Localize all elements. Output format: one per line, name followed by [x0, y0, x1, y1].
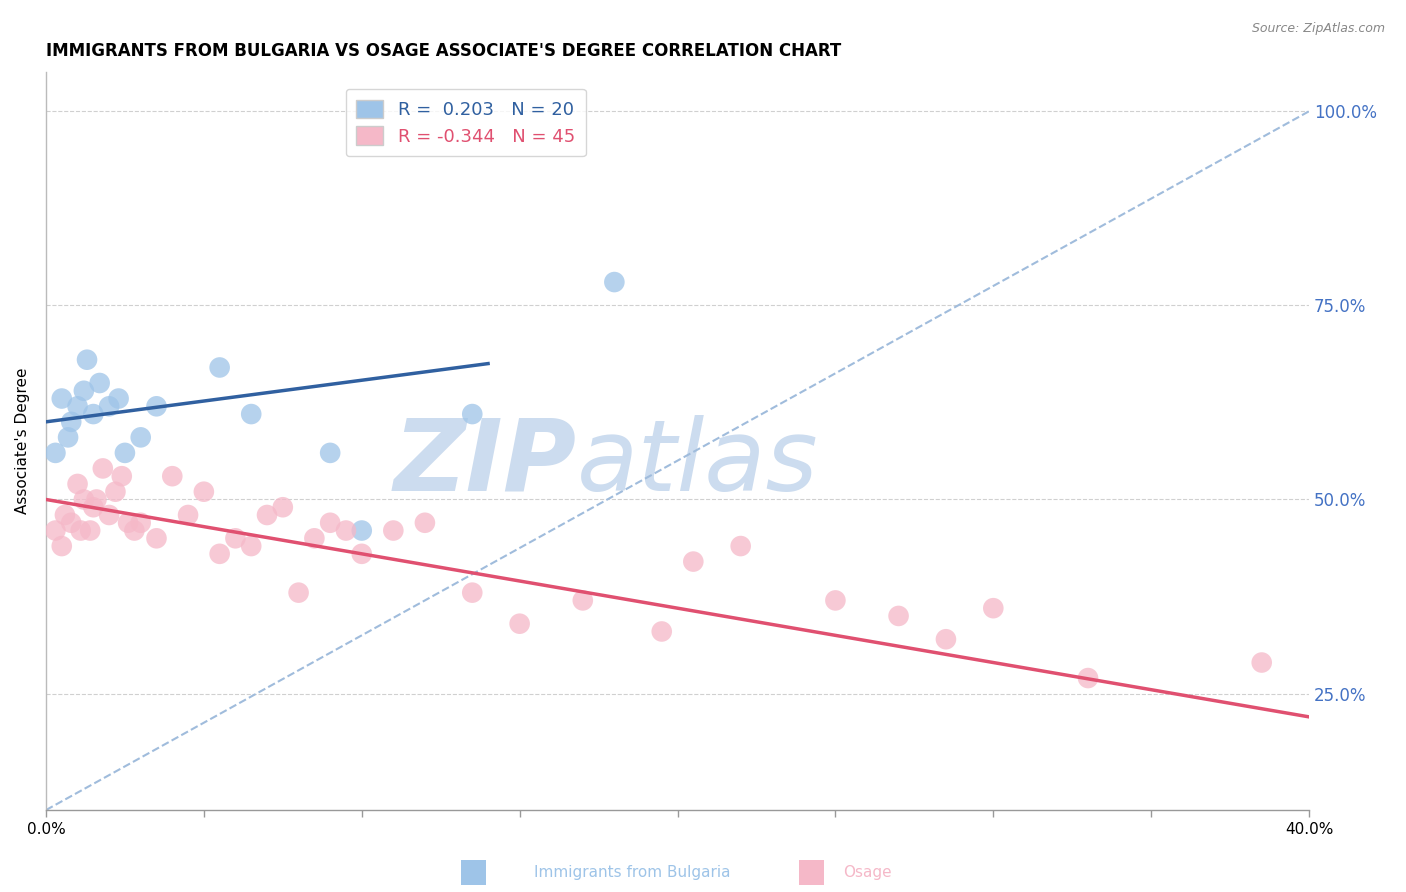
Text: IMMIGRANTS FROM BULGARIA VS OSAGE ASSOCIATE'S DEGREE CORRELATION CHART: IMMIGRANTS FROM BULGARIA VS OSAGE ASSOCI…	[46, 42, 841, 60]
Point	[60, 415, 83, 429]
Text: Immigrants from Bulgaria: Immigrants from Bulgaria	[534, 865, 731, 880]
Point	[51, 539, 73, 553]
Point	[60, 516, 83, 530]
Point	[208, 547, 231, 561]
Y-axis label: Associate's Degree: Associate's Degree	[15, 368, 30, 515]
Point	[66, 477, 89, 491]
Point	[82, 500, 104, 515]
Point	[79, 524, 101, 538]
Point	[319, 446, 342, 460]
Point	[935, 632, 957, 647]
Point	[461, 407, 484, 421]
Point	[73, 492, 96, 507]
Point	[208, 360, 231, 375]
Point	[224, 531, 246, 545]
Point	[44, 524, 66, 538]
Point	[287, 585, 309, 599]
Point	[114, 446, 136, 460]
Point	[350, 524, 373, 538]
Point	[145, 531, 167, 545]
Point	[981, 601, 1004, 615]
Point	[111, 469, 134, 483]
Point	[256, 508, 278, 522]
Point	[51, 392, 73, 406]
Point	[1077, 671, 1099, 685]
Point	[824, 593, 846, 607]
Point	[461, 585, 484, 599]
Text: Source: ZipAtlas.com: Source: ZipAtlas.com	[1251, 22, 1385, 36]
Point	[89, 376, 111, 390]
Point	[682, 555, 704, 569]
Point	[98, 399, 121, 413]
Point	[98, 508, 121, 522]
Point	[66, 399, 89, 413]
Text: Osage: Osage	[844, 865, 893, 880]
Point	[117, 516, 139, 530]
Point	[145, 399, 167, 413]
Point	[177, 508, 200, 522]
Point	[1250, 656, 1272, 670]
Point	[69, 524, 91, 538]
Point	[104, 484, 127, 499]
Point	[129, 516, 152, 530]
Point	[124, 524, 146, 538]
Point	[107, 392, 129, 406]
Point	[129, 430, 152, 444]
Point	[572, 593, 595, 607]
Point	[335, 524, 357, 538]
Point	[162, 469, 184, 483]
Point	[240, 407, 263, 421]
Point	[271, 500, 294, 515]
Point	[53, 508, 76, 522]
Point	[887, 609, 910, 624]
Point	[319, 516, 342, 530]
Text: atlas: atlas	[576, 415, 818, 512]
Point	[76, 352, 98, 367]
Point	[82, 407, 104, 421]
Point	[44, 446, 66, 460]
Point	[86, 492, 108, 507]
Point	[240, 539, 263, 553]
Point	[382, 524, 405, 538]
Point	[730, 539, 752, 553]
Point	[56, 430, 79, 444]
Text: ZIP: ZIP	[394, 415, 576, 512]
Point	[509, 616, 531, 631]
Point	[193, 484, 215, 499]
Point	[651, 624, 673, 639]
Point	[350, 547, 373, 561]
Point	[413, 516, 436, 530]
Point	[91, 461, 114, 475]
Point	[304, 531, 326, 545]
Point	[603, 275, 626, 289]
Legend: R =  0.203   N = 20, R = -0.344   N = 45: R = 0.203 N = 20, R = -0.344 N = 45	[346, 89, 586, 156]
Point	[73, 384, 96, 398]
